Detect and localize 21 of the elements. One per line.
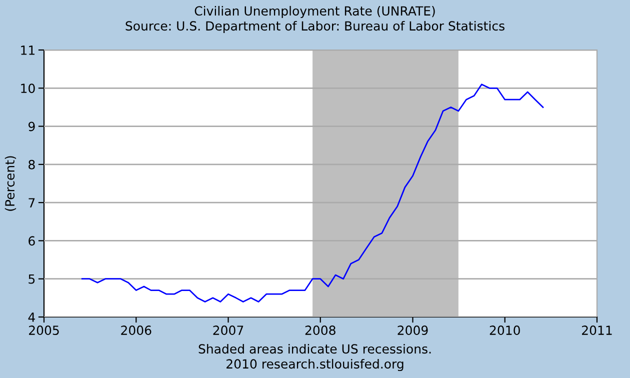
y-tick-label: 4 bbox=[28, 312, 35, 322]
x-tick-label: 2008 bbox=[305, 326, 336, 336]
x-tick-label: 2007 bbox=[213, 326, 244, 336]
x-tick-label: 2006 bbox=[121, 326, 152, 336]
text: Shaded areas indicate US recessions. bbox=[198, 344, 431, 354]
line-series bbox=[81, 84, 544, 302]
text: 2010 research.stlouisfed.org bbox=[226, 358, 404, 372]
chart-subtitle: Source: U.S. Department of Labor: Bureau of Labor Statistics bbox=[126, 20, 504, 34]
y-tick-label: 7 bbox=[28, 198, 35, 208]
y-tick-label: 9 bbox=[28, 122, 35, 132]
x-tick-label: 2011 bbox=[582, 326, 612, 336]
x-tick-label: 2005 bbox=[29, 326, 59, 336]
y-tick-label: 6 bbox=[28, 236, 35, 246]
chart-title: Civilian Unemployment Rate (UNRATE) bbox=[194, 6, 435, 18]
y-axis-title: (Percent) bbox=[4, 156, 16, 211]
y-tick-label: 10 bbox=[21, 84, 35, 94]
x-tick-label: 2009 bbox=[398, 326, 428, 336]
y-tick-label: 8 bbox=[28, 160, 35, 170]
x-tick-label: 2010 bbox=[490, 326, 520, 336]
y-tick-label: 11 bbox=[21, 46, 35, 55]
y-tick-label: 5 bbox=[28, 274, 35, 284]
